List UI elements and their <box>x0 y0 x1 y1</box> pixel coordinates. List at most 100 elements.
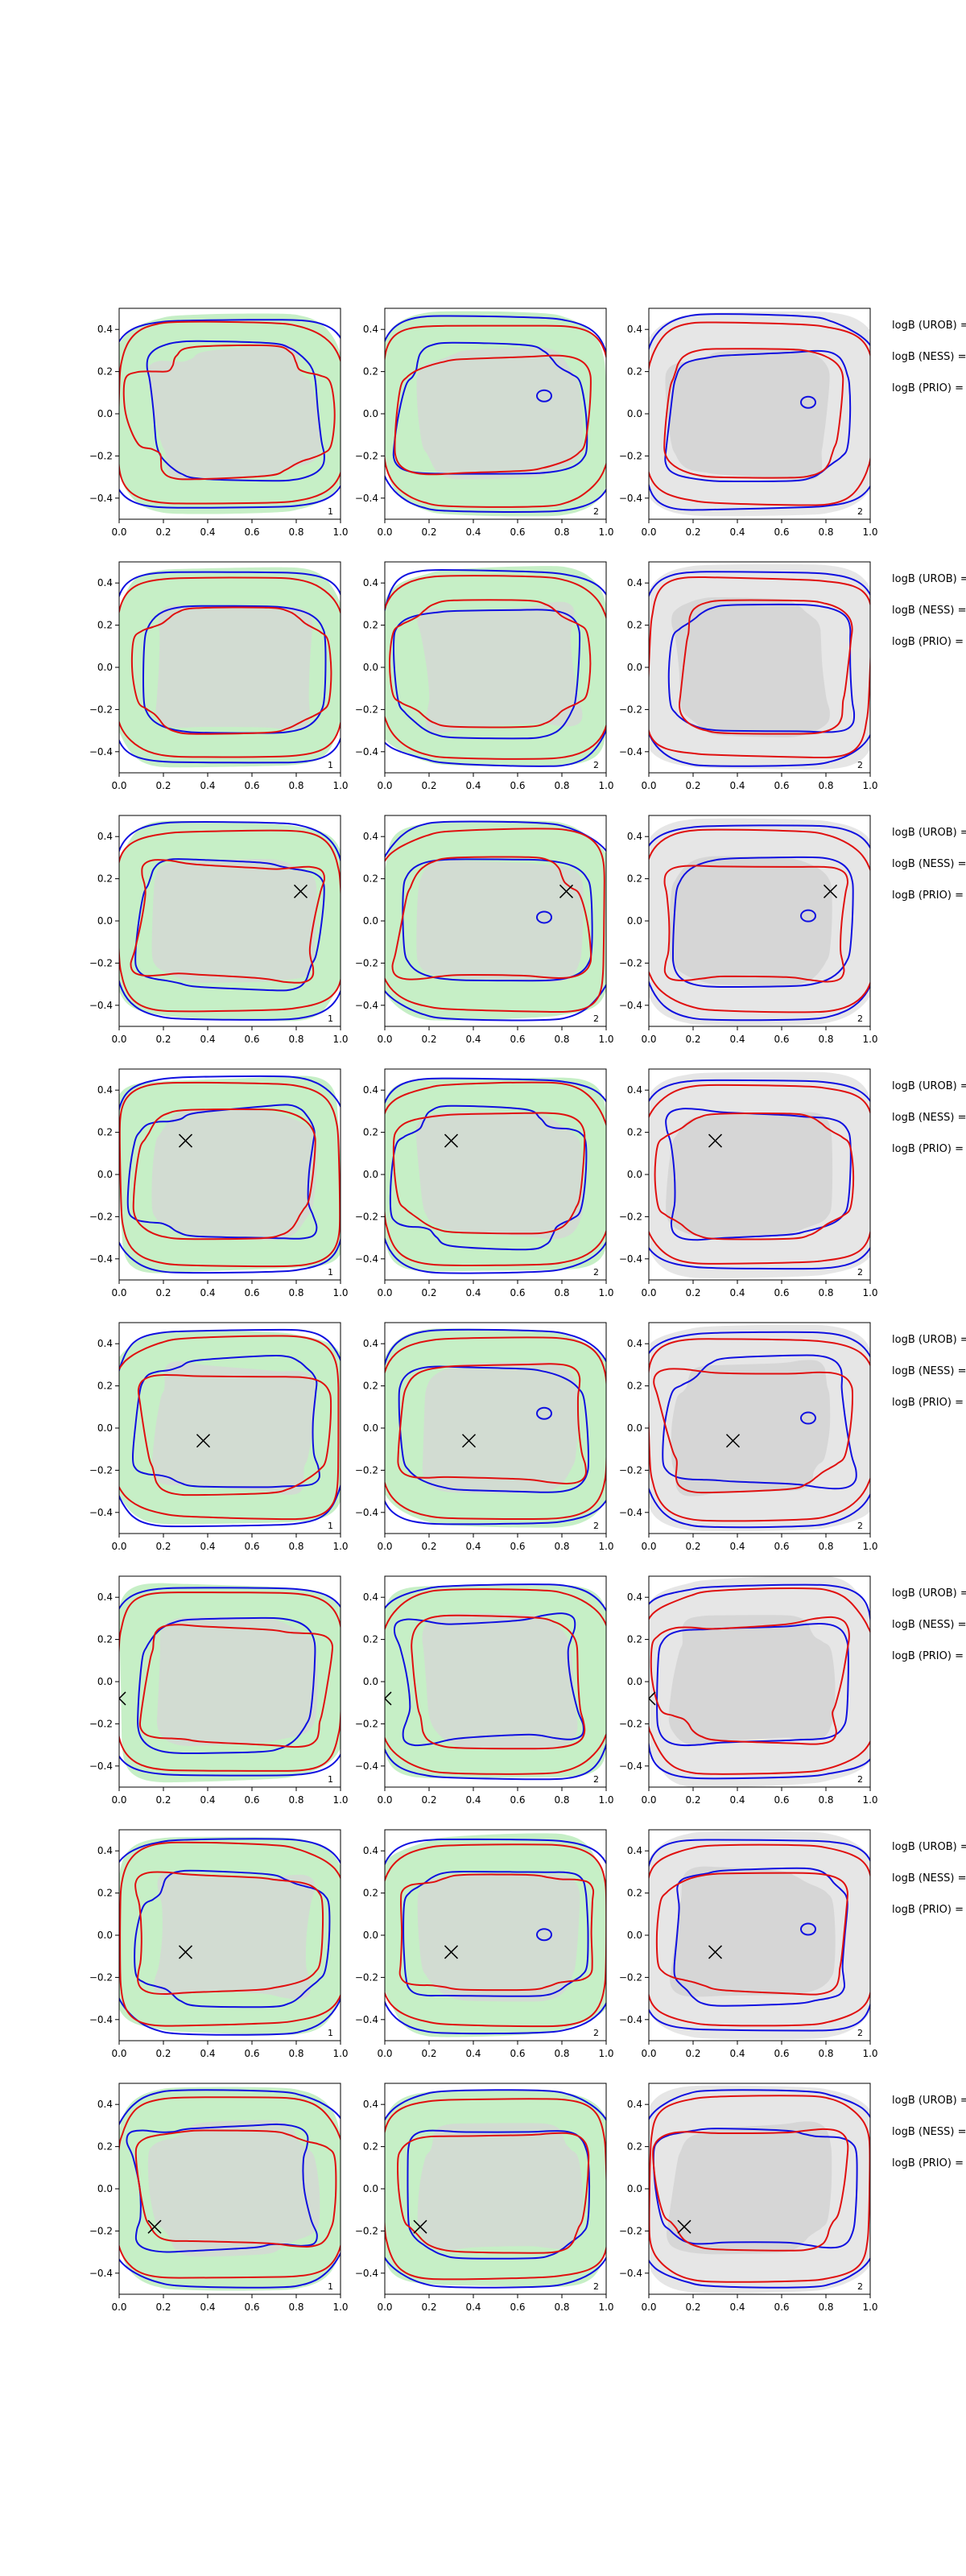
x-tick-label: 0.0 <box>641 1287 656 1298</box>
x-tick: 0.6 <box>510 1280 526 1298</box>
y-tick: −0.4 <box>355 493 385 504</box>
x-tick-label: 0.0 <box>111 2301 126 2313</box>
x-tick-label: 0.4 <box>200 1287 215 1298</box>
y-tick: 0.0 <box>97 1169 119 1180</box>
y-tick: 0.2 <box>363 1888 385 1899</box>
panel-number: 2 <box>857 506 863 517</box>
x-tick-label: 0.2 <box>155 1287 171 1298</box>
x-tick-label: 1.0 <box>332 2301 348 2313</box>
filled-region <box>155 605 313 730</box>
y-tick: 0.4 <box>363 1338 385 1349</box>
x-tick-label: 0.6 <box>774 2048 789 2059</box>
contour-line-red <box>649 2095 870 2283</box>
x-tick-label: 0.0 <box>377 2301 392 2313</box>
row-label: logB (UROB) = <box>892 2095 966 2107</box>
contour-line-blue <box>649 1583 870 1780</box>
filled-region <box>667 2121 832 2255</box>
y-tick: −0.2 <box>619 704 649 715</box>
y-tick-label: 0.2 <box>363 2141 378 2153</box>
y-tick-label: −0.2 <box>619 957 642 968</box>
x-tick-label: 0.2 <box>155 2301 171 2313</box>
filled-region <box>668 1615 836 1745</box>
y-tick-label: −0.4 <box>355 1507 378 1518</box>
contour-line-blue <box>142 605 327 734</box>
x-tick-label: 0.6 <box>510 780 525 791</box>
y-tick-label: −0.2 <box>89 1464 113 1476</box>
x-tick-label: 0.0 <box>111 780 126 791</box>
x-tick: 0.0 <box>377 1534 393 1552</box>
contour-line-blue <box>385 1583 606 1781</box>
x-tick-label: 0.0 <box>641 2301 656 2313</box>
panel-r5-c3: 2 0.0 0.2 0.4 0.6 0.8 1.0 −0.4 −0.2 0.0 0.2 0.4 <box>619 1322 878 1552</box>
y-tick: −0.2 <box>355 957 385 968</box>
y-tick-label: −0.2 <box>89 2225 113 2236</box>
contour-line-red <box>385 2098 606 2281</box>
y-tick-label: 0.2 <box>627 1888 642 1899</box>
contour-line-blue <box>131 1355 320 1488</box>
panel-number: 1 <box>328 1774 333 1785</box>
contour-line-blue <box>800 1411 816 1425</box>
y-tick-label: −0.2 <box>355 957 378 968</box>
y-tick-label: 0.4 <box>363 577 378 588</box>
x-marker <box>178 1133 193 1148</box>
x-tick-label: 0.0 <box>111 2048 126 2059</box>
x-tick: 0.0 <box>641 773 657 791</box>
y-tick-label: −0.4 <box>89 2268 113 2279</box>
filled-region <box>669 856 832 986</box>
y-tick-label: −0.2 <box>619 450 642 461</box>
panel-r7-c3: 2 0.0 0.2 0.4 0.6 0.8 1.0 −0.4 −0.2 0.0 0.2 0.4 <box>619 1829 878 2059</box>
x-marker <box>385 1691 392 1706</box>
contour-line-red <box>649 1587 870 1775</box>
y-tick-label: 0.4 <box>97 1084 113 1096</box>
y-tick: −0.2 <box>355 1718 385 1729</box>
x-tick-label: 0.0 <box>641 1541 656 1552</box>
x-tick: 0.2 <box>421 773 437 791</box>
y-tick-label: 0.2 <box>627 1634 642 1645</box>
y-tick-label: 0.4 <box>363 1338 378 1349</box>
x-tick: 0.0 <box>111 1787 127 1806</box>
x-tick: 0.6 <box>774 773 790 791</box>
y-tick: 0.0 <box>363 662 385 673</box>
y-tick: 0.0 <box>627 408 649 419</box>
y-tick-label: −0.4 <box>619 2268 642 2279</box>
y-tick: 0.4 <box>363 1591 385 1603</box>
y-tick: −0.4 <box>619 1761 649 1772</box>
row-label: logB (UROB) = <box>892 573 966 585</box>
y-tick: 0.4 <box>627 831 649 842</box>
y-tick: 0.0 <box>363 408 385 419</box>
x-tick: 0.0 <box>111 2041 127 2059</box>
contour-line-blue <box>800 395 816 409</box>
x-tick: 0.6 <box>244 519 260 538</box>
contour-line-red <box>663 865 849 983</box>
contour-line-blue <box>649 313 870 511</box>
x-tick-label: 0.8 <box>288 2048 303 2059</box>
row-label: logB (NESS) = <box>892 351 966 363</box>
filled-region <box>151 1108 317 1241</box>
x-tick-label: 0.0 <box>377 780 392 791</box>
x-tick: 0.8 <box>554 519 570 538</box>
x-marker <box>293 884 308 898</box>
y-tick: 0.0 <box>97 1930 119 1941</box>
x-tick-label: 0.2 <box>685 1034 700 1045</box>
contour-line-blue <box>119 319 341 509</box>
y-tick: 0.2 <box>97 366 119 378</box>
x-tick-label: 0.8 <box>818 1287 833 1298</box>
y-tick: 0.2 <box>363 1381 385 1392</box>
x-tick-label: 0.2 <box>421 2301 436 2313</box>
contour-line-red <box>649 1084 870 1265</box>
x-tick-label: 0.4 <box>729 526 745 538</box>
panel-number: 2 <box>593 760 599 770</box>
row-label: logB (UROB) = <box>892 827 966 839</box>
y-tick: −0.2 <box>89 1211 119 1222</box>
x-tick: 0.4 <box>465 519 481 538</box>
x-tick: 0.8 <box>818 1787 834 1806</box>
x-tick-label: 1.0 <box>598 2301 613 2313</box>
y-tick: 0.0 <box>627 1676 649 1687</box>
y-tick-label: −0.4 <box>89 2014 113 2025</box>
x-tick-label: 1.0 <box>862 1794 877 1806</box>
y-tick: −0.4 <box>89 2268 119 2279</box>
y-tick: 0.0 <box>363 1930 385 1941</box>
panel-r7-c2: 2 0.0 0.2 0.4 0.6 0.8 1.0 −0.4 −0.2 0.0 0.2 0.4 <box>355 1829 614 2059</box>
x-tick-label: 0.6 <box>244 526 259 538</box>
y-tick: 0.0 <box>97 1422 119 1434</box>
